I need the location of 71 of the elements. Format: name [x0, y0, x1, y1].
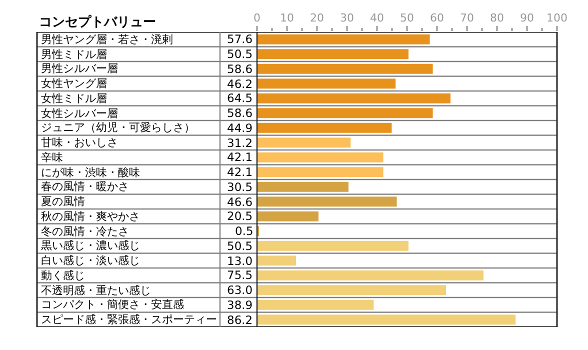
bar — [257, 285, 446, 296]
bar — [257, 49, 408, 60]
data-label: 42.1 — [227, 165, 253, 179]
y-tick-label: 動く感じ — [41, 269, 85, 282]
bar — [257, 108, 433, 118]
y-tick-label: 白い感じ・淡い感じ — [41, 254, 140, 267]
data-label: 50.5 — [227, 47, 253, 61]
bar — [257, 138, 351, 148]
bar — [257, 167, 384, 178]
data-label: 38.9 — [227, 298, 253, 312]
y-tick-label: 不透明感・重たい感じ — [41, 284, 151, 297]
bar — [257, 196, 397, 207]
y-tick-label: スピード感・緊張感・スポーティー — [41, 313, 217, 326]
bar — [257, 78, 396, 89]
y-tick-label: 甘味・おいしさ — [41, 136, 118, 149]
x-tick-label: 30 — [340, 12, 354, 25]
y-tick-label: 冬の風情・冷たさ — [41, 225, 129, 238]
data-label: 57.6 — [227, 32, 253, 46]
x-tick-label: 10 — [280, 12, 294, 25]
data-label: 50.5 — [227, 239, 253, 253]
x-tick-label: 50 — [400, 12, 414, 25]
data-label: 42.1 — [227, 150, 253, 164]
data-label: 44.9 — [227, 121, 253, 135]
y-tick-label: 女性ミドル層 — [41, 92, 107, 105]
bar — [257, 314, 516, 325]
x-tick-label: 40 — [370, 12, 384, 25]
bar — [257, 152, 384, 162]
bar — [257, 122, 392, 133]
x-tick-label: 60 — [430, 12, 444, 25]
y-tick-label: 秋の風情・爽やかさ — [41, 210, 140, 223]
text: コンセプトバリュー — [39, 14, 156, 30]
data-label: 63.0 — [227, 283, 253, 297]
y-tick-label: 春の風情・暖かさ — [41, 180, 129, 193]
data-label: 75.5 — [227, 268, 253, 282]
data-label: 86.2 — [227, 313, 253, 327]
x-tick-label: 80 — [490, 12, 504, 25]
y-tick-label: 男性ミドル層 — [41, 48, 107, 61]
bar — [257, 211, 318, 222]
y-tick-label: 女性ヤング層 — [41, 77, 107, 90]
bar — [257, 64, 433, 74]
data-label: 0.5 — [235, 224, 254, 238]
y-tick-label: 夏の風情 — [41, 195, 85, 208]
bar — [257, 34, 430, 44]
data-label: 30.5 — [227, 180, 253, 194]
x-tick-label: 90 — [520, 12, 534, 25]
data-label: 46.2 — [227, 77, 253, 91]
bar — [257, 256, 296, 266]
y-tick-label: 男性シルバー層 — [41, 62, 118, 75]
y-tick-label: 男性ヤング層・若さ・溌剌 — [41, 33, 173, 46]
x-tick-label: 100 — [546, 12, 568, 25]
y-tick-label: にが味・渋味・酸味 — [41, 166, 140, 179]
bar — [257, 93, 450, 104]
data-label: 64.5 — [227, 91, 253, 105]
y-tick-label: ジュニア（幼児・可愛らしさ） — [41, 121, 195, 134]
y-tick-label: コンパクト・簡便さ・安直感 — [41, 298, 184, 311]
x-tick-label: 70 — [460, 12, 474, 25]
x-tick-label: 0 — [254, 12, 260, 25]
bar — [257, 270, 484, 280]
data-label: 58.6 — [227, 62, 253, 76]
bar — [257, 240, 408, 251]
data-label: 58.6 — [227, 106, 253, 120]
bar — [257, 300, 374, 310]
y-tick-label: 女性シルバー層 — [41, 107, 118, 120]
data-label: 46.6 — [227, 195, 253, 209]
x-tick-label: 20 — [310, 12, 324, 25]
y-tick-label: 黒い感じ・濃い感じ — [41, 239, 140, 252]
data-label: 13.0 — [227, 254, 253, 268]
y-tick-label: 辛味 — [41, 151, 63, 164]
data-label: 20.5 — [227, 209, 253, 223]
data-label: 31.2 — [227, 136, 253, 150]
bar — [257, 182, 348, 192]
